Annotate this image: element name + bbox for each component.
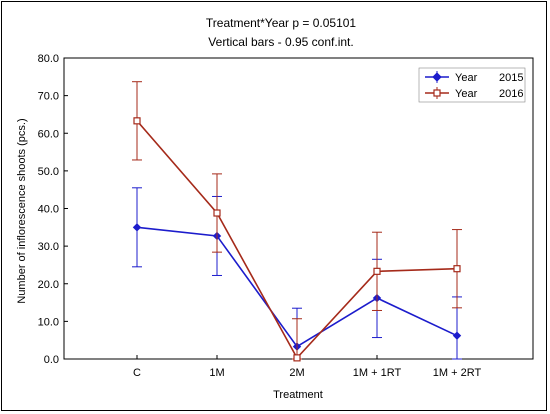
data-point-2016 bbox=[293, 354, 301, 362]
chart-title: Treatment*Year p = 0.05101 bbox=[206, 16, 357, 30]
y-tick-label: 50.0 bbox=[38, 166, 59, 178]
chart-subtitle: Vertical bars - 0.95 conf.int. bbox=[208, 35, 353, 49]
series-2016 bbox=[132, 81, 462, 362]
y-tick-label: 80.0 bbox=[38, 53, 59, 65]
y-axis: 0.0 10.0 20.0 30.0 40.0 50.0 60.0 70.0 80.0 bbox=[38, 53, 68, 366]
y-tick-label: 40.0 bbox=[38, 204, 59, 216]
x-tick-label: 1M + 2RT bbox=[433, 367, 482, 379]
data-point-2015 bbox=[132, 223, 142, 232]
y-tick-label: 30.0 bbox=[38, 241, 59, 253]
legend-label-2015: Year bbox=[455, 72, 478, 84]
data-point-2016 bbox=[453, 265, 461, 273]
legend-marker-2015 bbox=[432, 72, 442, 82]
legend-marker-2016 bbox=[433, 89, 441, 97]
y-tick-label: 0.0 bbox=[44, 354, 59, 366]
x-tick-label: 1M + 1RT bbox=[353, 367, 402, 379]
legend: Year 2015 Year 2016 bbox=[418, 67, 526, 103]
x-tick-label: 2M bbox=[289, 367, 304, 379]
plot-area bbox=[63, 57, 534, 360]
legend-year-2015: 2015 bbox=[499, 72, 523, 84]
x-tick-label: 1M bbox=[209, 367, 224, 379]
x-tick-label: C bbox=[133, 367, 141, 379]
data-point-2015 bbox=[452, 331, 462, 340]
legend-label-2016: Year bbox=[455, 88, 478, 100]
y-tick-label: 60.0 bbox=[38, 128, 59, 140]
data-point-2016 bbox=[373, 267, 381, 275]
x-axis-label: Treatment bbox=[273, 389, 323, 401]
y-tick-label: 10.0 bbox=[38, 316, 59, 328]
data-point-2016 bbox=[133, 117, 141, 125]
y-tick-label: 20.0 bbox=[38, 279, 59, 291]
y-tick-label: 70.0 bbox=[38, 91, 59, 103]
data-point-2016 bbox=[213, 209, 221, 217]
legend-year-2016: 2016 bbox=[499, 88, 523, 100]
series-layer bbox=[132, 81, 462, 362]
x-axis: C 1M 2M 1M + 1RT 1M + 2RT bbox=[133, 355, 481, 379]
y-axis-label: Number of inflorescence shoots (pcs.) bbox=[16, 118, 28, 303]
